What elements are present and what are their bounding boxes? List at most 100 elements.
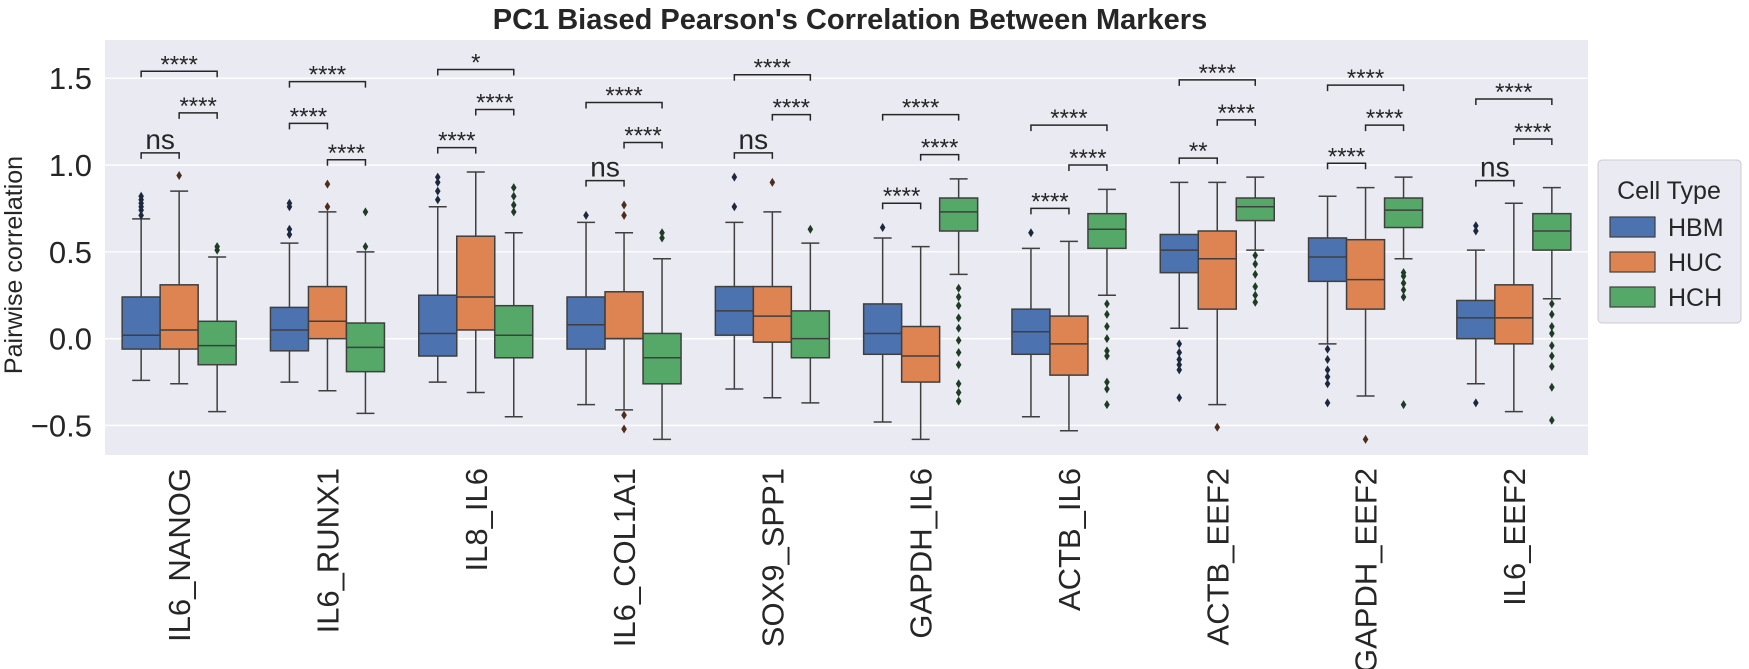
significance-label: ****	[773, 95, 810, 122]
outlier-point	[1473, 398, 1479, 408]
outlier-point	[434, 177, 441, 187]
outlier-point	[362, 207, 369, 217]
box-hch	[1532, 212, 1572, 251]
legend: Cell Type HBM HUC HCH	[1597, 159, 1742, 324]
significance-label: ****	[476, 89, 513, 116]
outlier-point	[1252, 290, 1259, 300]
significance-bracket	[1475, 98, 1553, 106]
outlier-point	[510, 183, 517, 193]
outlier-point	[1104, 309, 1110, 319]
box-group	[418, 171, 534, 418]
outlier-point	[955, 313, 962, 323]
outlier-point	[1400, 292, 1407, 302]
outlier-point	[1104, 400, 1110, 410]
significance-label: ****	[160, 51, 197, 78]
box-hch	[1383, 197, 1424, 229]
x-tick-label: IL8_IL6	[459, 468, 494, 571]
outlier-point	[1400, 278, 1407, 288]
x-tick-label: IL6_RUNX1	[310, 468, 345, 633]
outlier-point	[621, 424, 627, 434]
box-group	[1456, 186, 1572, 425]
box-hbm	[418, 294, 458, 357]
outlier-point	[324, 202, 331, 212]
significance-label: ****	[754, 55, 791, 82]
box-hbm	[1307, 237, 1348, 283]
box-huc	[307, 285, 348, 340]
outlier-point	[1549, 415, 1555, 425]
box-hbm	[269, 306, 310, 352]
outlier-point	[1473, 226, 1479, 236]
significance-bracket	[623, 141, 663, 149]
legend-frame	[1597, 159, 1742, 324]
significance-label: ns	[145, 124, 175, 155]
box-group	[1307, 176, 1424, 444]
significance-bracket	[288, 122, 329, 130]
significance-bracket	[326, 159, 367, 166]
box-hbm	[566, 296, 606, 350]
outlier-point	[138, 191, 144, 201]
outlier-point	[286, 198, 293, 208]
significance-bracket	[1364, 124, 1405, 132]
significance-label: ****	[921, 135, 958, 162]
outlier-point	[659, 233, 665, 243]
legend-swatch-hbm	[1609, 216, 1656, 238]
legend-label-hch: HCH	[1668, 284, 1722, 312]
y-tick-label: 1.0	[49, 148, 92, 183]
outlier-point	[1214, 422, 1221, 432]
box-hch	[1235, 197, 1275, 222]
y-tick-label: 0.5	[49, 235, 92, 270]
outlier-point	[1176, 393, 1183, 403]
box-group	[1159, 176, 1275, 432]
significance-bracket	[437, 146, 477, 154]
outlier-point	[362, 242, 369, 252]
outlier-point	[1549, 322, 1555, 332]
outlier-point	[434, 186, 441, 196]
legend-label-hbm: HBM	[1668, 214, 1724, 242]
significance-label: *	[471, 50, 480, 77]
significance-label: ****	[438, 128, 475, 155]
outlier-point	[324, 179, 331, 189]
x-axis-ticks: IL6_NANOG IL6_RUNX1 IL8_IL6 IL6_COL1A1 SOX9_…	[162, 468, 1532, 669]
x-tick-label: GAPDH_IL6	[904, 468, 939, 639]
significance-bracket	[475, 108, 515, 116]
x-tick-label: ACTB_IL6	[1052, 468, 1087, 611]
outlier-point	[286, 229, 293, 239]
legend-label-huc: HUC	[1668, 249, 1722, 277]
significance-label: ****	[1199, 60, 1236, 87]
outlier-point	[955, 292, 962, 302]
significance-bracket	[1326, 162, 1367, 170]
outlier-point	[214, 242, 220, 252]
outlier-point	[1549, 328, 1555, 338]
box-huc	[604, 291, 644, 340]
significance-bracket	[1216, 119, 1256, 126]
outlier-point	[138, 210, 144, 220]
outlier-point	[1549, 361, 1555, 371]
significance-bracket	[140, 70, 218, 78]
outlier-point	[1104, 299, 1110, 309]
outlier-point	[1549, 351, 1555, 361]
x-tick-label: IL6_NANOG	[162, 468, 197, 642]
significance-label: ****	[1514, 119, 1551, 146]
x-tick-label: SOX9_SPP1	[755, 468, 790, 647]
significance-bracket	[1068, 164, 1108, 172]
significance-label: ****	[883, 183, 920, 210]
significance-bracket	[881, 113, 960, 121]
box-hch	[938, 197, 979, 232]
significance-bracket	[771, 113, 812, 121]
outlier-point	[955, 335, 962, 345]
box-groups	[121, 170, 1572, 444]
significance-bracket	[1030, 207, 1070, 215]
outlier-point	[1176, 360, 1183, 370]
outlier-point	[583, 210, 589, 220]
outlier-point	[1104, 351, 1110, 361]
outlier-point	[955, 301, 962, 311]
outlier-point	[1549, 309, 1555, 319]
outlier-point	[1176, 348, 1183, 358]
outlier-point	[434, 195, 441, 205]
outlier-point	[1104, 377, 1110, 387]
box-huc	[456, 235, 496, 331]
significance-label: ****	[1050, 105, 1087, 132]
significance-bracket	[437, 68, 515, 76]
outlier-point	[1324, 344, 1331, 354]
